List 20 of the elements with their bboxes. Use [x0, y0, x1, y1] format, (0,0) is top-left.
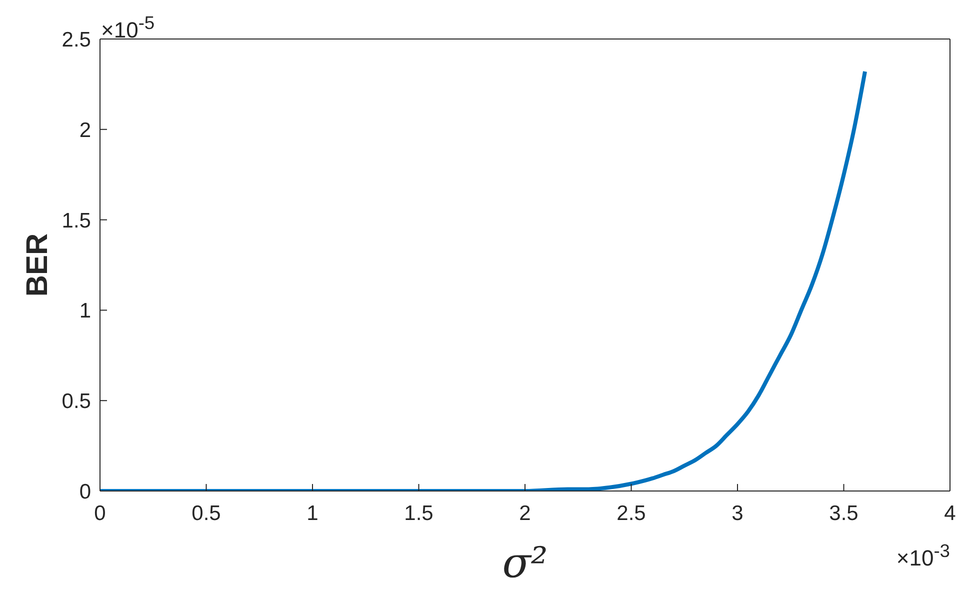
x-tick-label: 4: [944, 502, 956, 525]
y-tick-label: 2: [79, 118, 91, 142]
y-tick-label: 0: [79, 480, 91, 504]
x-tick-label: 2.5: [616, 502, 646, 525]
text: ×10$^{-3}$: [896, 539, 950, 572]
x-tick-label: 3: [732, 502, 744, 525]
x-tick-label: 0.5: [192, 502, 221, 525]
y-tick-label: 0.5: [62, 390, 91, 414]
y-tick-label: 1: [79, 300, 91, 323]
x-axis-title: σ²: [502, 538, 548, 588]
x-tick-label: 0: [94, 502, 106, 525]
x-tick-label: 2: [519, 502, 531, 525]
y-axis-title: BER: [21, 233, 55, 297]
x-tick-label: 1: [306, 502, 318, 525]
annotation: ×10$^{-5}$: [101, 11, 155, 44]
y-tick-label: 2.5: [62, 28, 91, 52]
y-tick-label: 1.5: [62, 209, 91, 232]
line-series: [100, 70, 867, 491]
x-tick-label: 3.5: [829, 502, 858, 525]
x-tick-label: 1.5: [404, 502, 434, 525]
